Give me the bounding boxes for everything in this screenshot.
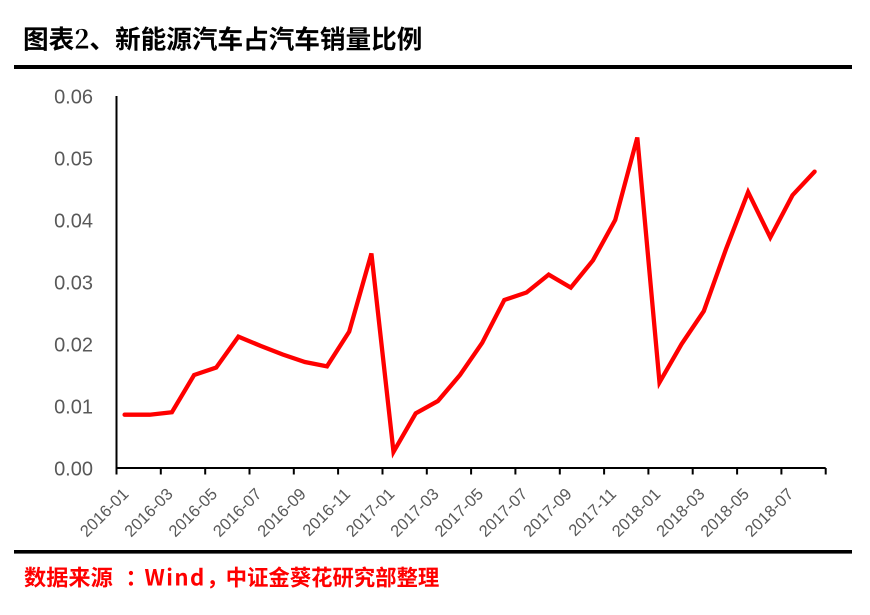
svg-text:0.00: 0.00 xyxy=(54,458,93,480)
svg-text:0.01: 0.01 xyxy=(54,396,93,418)
svg-text:0.02: 0.02 xyxy=(54,334,93,356)
svg-text:0.03: 0.03 xyxy=(54,272,93,294)
svg-text:0.06: 0.06 xyxy=(54,86,93,108)
svg-text:0.05: 0.05 xyxy=(54,148,93,170)
svg-text:0.04: 0.04 xyxy=(54,210,93,232)
